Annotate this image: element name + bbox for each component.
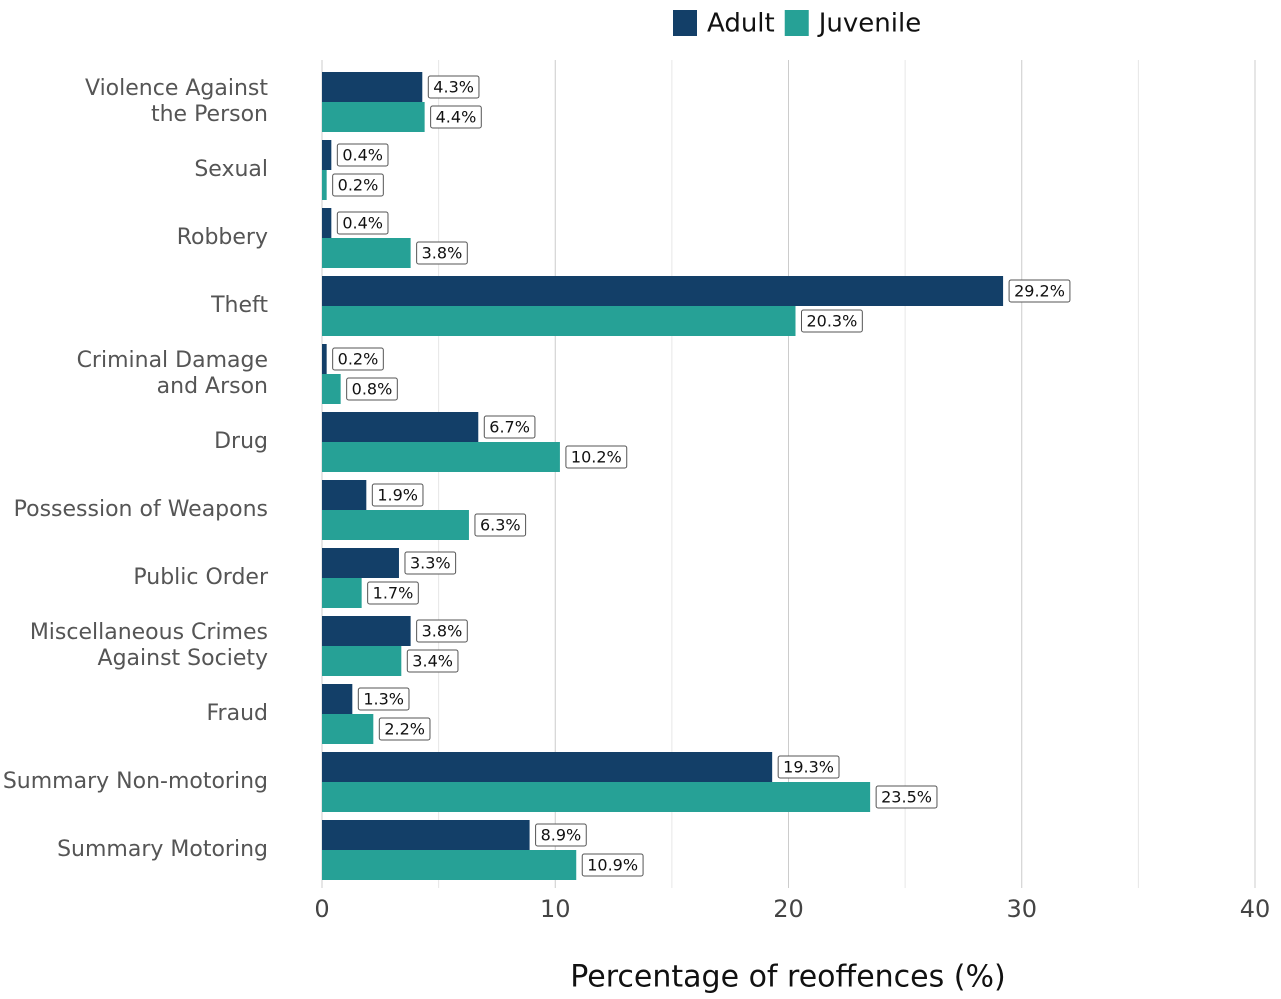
legend-label: Adult [707, 9, 775, 39]
data-label: 6.3% [480, 516, 521, 535]
label-box [474, 513, 527, 537]
x-tick-label: 0 [314, 895, 329, 923]
label-box [371, 483, 424, 507]
y-tick-label: Drug [214, 429, 268, 454]
y-tick-label: Possession of Weapons [14, 497, 268, 522]
label-box [367, 581, 419, 605]
label-box [416, 619, 468, 643]
label-box [357, 687, 410, 711]
legend-label: Juvenile [817, 9, 921, 39]
y-tick-label: Summary Non-motoring [3, 769, 268, 794]
label-box [483, 415, 536, 439]
data-label: 1.9% [377, 486, 418, 505]
bar [322, 578, 362, 608]
label-box [378, 717, 431, 741]
label-box [336, 143, 389, 167]
data-label: 3.4% [412, 652, 453, 671]
y-tick-label: Public Order [133, 565, 269, 590]
data-label: 4.3% [433, 78, 474, 97]
x-tick-label: 20 [773, 895, 804, 923]
data-label: 3.8% [422, 244, 463, 263]
bar [322, 170, 327, 200]
data-label: 20.3% [806, 312, 857, 331]
legend-swatch [673, 10, 697, 36]
data-label: 0.4% [342, 214, 383, 233]
label-box [800, 309, 863, 333]
data-label: 0.8% [352, 380, 393, 399]
bar [322, 238, 411, 268]
bar [322, 208, 332, 238]
bar [322, 752, 773, 782]
bar [322, 850, 577, 880]
y-tick-label: Summary Motoring [57, 837, 268, 862]
bar [322, 306, 796, 336]
bar [322, 714, 374, 744]
bar [322, 344, 327, 374]
x-axis-title: Percentage of reoffences (%) [570, 960, 1005, 995]
bar [322, 102, 425, 132]
data-label: 1.7% [373, 584, 414, 603]
bar [322, 374, 341, 404]
label-box [777, 755, 840, 779]
bar [322, 684, 353, 714]
legend-swatch [784, 10, 809, 36]
bar [322, 480, 367, 510]
y-tick-label: Criminal Damage and Arson [77, 348, 268, 399]
data-label: 0.4% [342, 146, 383, 165]
x-tick-label: 30 [1006, 895, 1037, 923]
label-box [416, 241, 468, 265]
label-box [430, 105, 482, 129]
label-box [332, 347, 384, 371]
y-tick-label: Violence Against the Person [85, 76, 268, 127]
label-box [336, 211, 389, 235]
label-box [565, 445, 628, 469]
data-label: 1.3% [363, 690, 404, 709]
data-label: 6.7% [489, 418, 530, 437]
data-label: 3.8% [422, 622, 463, 641]
label-box [346, 377, 398, 401]
data-label: 0.2% [338, 350, 379, 369]
label-box [875, 785, 938, 809]
x-tick-label: 40 [1240, 895, 1271, 923]
data-label: 3.3% [410, 554, 451, 573]
bar [322, 72, 423, 102]
y-tick-label: Miscellaneous Crimes Against Society [30, 620, 268, 671]
y-tick-label: Theft [210, 293, 268, 318]
y-tick-label: Sexual [194, 157, 268, 182]
data-label: 2.2% [384, 720, 425, 739]
x-tick-label: 10 [540, 895, 571, 923]
bar [322, 442, 560, 472]
data-label: 19.3% [783, 758, 834, 777]
label-box [404, 551, 457, 575]
data-label: 8.9% [541, 826, 582, 845]
data-label: 29.2% [1014, 282, 1065, 301]
data-label: 10.9% [587, 856, 638, 875]
data-label: 0.2% [338, 176, 379, 195]
label-box [406, 649, 459, 673]
data-label: 10.2% [571, 448, 622, 467]
y-tick-label: Robbery [177, 225, 268, 250]
bar [322, 412, 479, 442]
label-box [535, 823, 587, 847]
bar [322, 616, 411, 646]
bar [322, 140, 332, 170]
bar [322, 820, 530, 850]
label-box [581, 853, 644, 877]
bar [322, 276, 1004, 306]
y-tick-label: Fraud [207, 701, 269, 726]
bar [322, 548, 399, 578]
data-label: 23.5% [881, 788, 932, 807]
data-label: 4.4% [436, 108, 477, 127]
bar [322, 782, 871, 812]
bar [322, 646, 402, 676]
bar [322, 510, 469, 540]
label-box [1008, 279, 1071, 303]
label-box [427, 75, 480, 99]
label-box [332, 173, 384, 197]
